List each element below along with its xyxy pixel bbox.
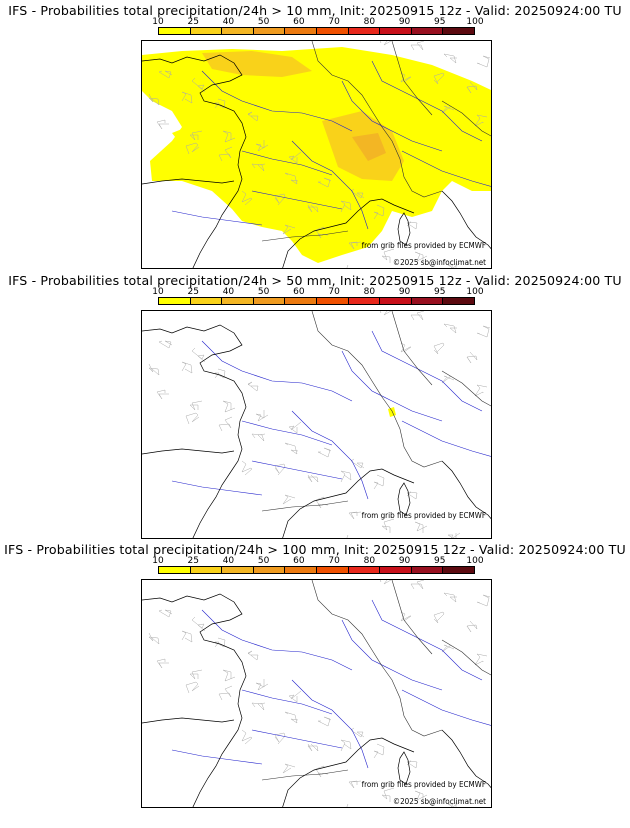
colorbar-swatch [159,28,191,34]
colorbar-swatch [411,567,444,573]
colorbar-tick-label: 80 [363,556,376,566]
colorbar-tick-label: 10 [152,17,164,27]
credit-copyright: ©2025 sb@infoclimat.net [392,797,486,806]
colorbar-swatch [222,567,254,573]
colorbar-swatch [190,298,223,304]
colorbar-tick-label: 60 [293,17,305,27]
colorbar-swatch [159,298,191,304]
colorbar-ticks: 10 25 40 50 60 70 80 90 95 100 [152,17,483,29]
credit-copyright: ©2025 sb@infoclimat.net [392,258,486,267]
colorbar-tick-label: 10 [152,287,164,297]
colorbar-ticks: 10 25 40 50 60 70 80 90 95 100 [152,287,483,299]
colorbar-tick-label: 25 [187,556,199,566]
colorbar-swatch [253,298,286,304]
panel-50mm: IFS - Probabilities total precipitation/… [0,270,630,540]
colorbar-tick-label: 25 [187,17,199,27]
colorbar [158,566,475,574]
colorbar-swatch [443,298,474,304]
colorbar-swatch [411,28,444,34]
colorbar-tick-label: 95 [434,556,446,566]
colorbar-ticks: 10 25 40 50 60 70 80 90 95 100 [152,556,483,568]
colorbar [158,27,475,35]
colorbar-tick-label: 70 [328,287,340,297]
colorbar-tick-label: 80 [363,287,376,297]
colorbar-tick-label: 90 [398,287,411,297]
colorbar-swatch [348,298,381,304]
colorbar-tick-label: 70 [328,17,340,27]
colorbar-swatch [285,28,317,34]
colorbar-swatch [253,567,286,573]
colorbar-tick-label: 100 [466,287,484,297]
precipitation-map: from grib files provided by ECMWF [141,310,492,539]
colorbar-swatch [443,28,474,34]
colorbar-swatch [316,298,349,304]
colorbar-tick-label: 100 [466,556,484,566]
colorbar-swatch [316,28,349,34]
colorbar-tick-label: 10 [152,556,164,566]
colorbar [158,297,475,305]
colorbar-swatch [222,28,254,34]
colorbar-tick-label: 60 [293,287,305,297]
colorbar-tick-label: 70 [328,556,340,566]
panel-title: IFS - Probabilities total precipitation/… [4,542,626,557]
colorbar-swatch [285,567,317,573]
credit-source: from grib files provided by ECMWF [361,780,486,789]
precipitation-map: from grib files provided by ECMWF ©2025 … [141,579,492,808]
colorbar-tick-label: 100 [466,17,484,27]
colorbar-swatch [443,567,474,573]
panel-title: IFS - Probabilities total precipitation/… [8,273,622,288]
colorbar-tick-label: 80 [363,17,376,27]
colorbar-swatch [316,567,349,573]
colorbar-tick-label: 95 [434,287,446,297]
colorbar-tick-label: 90 [398,17,411,27]
colorbar-swatch [380,28,412,34]
colorbar-swatch [253,28,286,34]
colorbar-swatch [222,298,254,304]
colorbar-swatch [380,298,412,304]
colorbar-tick-label: 90 [398,556,411,566]
colorbar-swatch [285,298,317,304]
colorbar-swatch [411,298,444,304]
colorbar-swatch [348,28,381,34]
colorbar-tick-label: 50 [257,17,270,27]
colorbar-swatch [190,567,223,573]
colorbar-tick-label: 40 [222,17,235,27]
colorbar-tick-label: 50 [257,287,270,297]
map-svg [142,41,491,268]
colorbar-tick-label: 25 [187,287,199,297]
panel-10mm: IFS - Probabilities total precipitation/… [0,0,630,270]
panel-title: IFS - Probabilities total precipitation/… [8,3,622,18]
colorbar-tick-label: 40 [222,287,235,297]
map-svg [142,580,491,807]
colorbar-tick-label: 95 [434,17,446,27]
colorbar-tick-label: 40 [222,556,235,566]
colorbar-swatch [190,28,223,34]
map-svg [142,311,491,538]
panel-100mm: IFS - Probabilities total precipitation/… [0,539,630,809]
credit-source: from grib files provided by ECMWF [361,511,486,520]
precipitation-map: from grib files provided by ECMWF ©2025 … [141,40,492,269]
credit-source: from grib files provided by ECMWF [361,241,486,250]
colorbar-swatch [159,567,191,573]
colorbar-swatch [348,567,381,573]
colorbar-swatch [380,567,412,573]
colorbar-tick-label: 50 [257,556,270,566]
colorbar-tick-label: 60 [293,556,305,566]
